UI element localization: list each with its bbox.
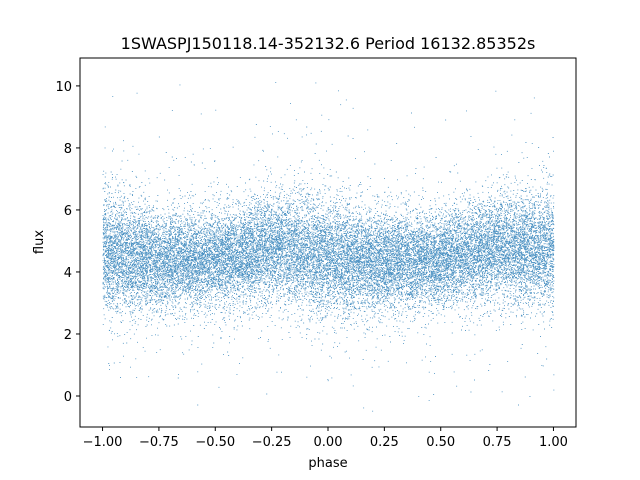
y-tick-label: 8 bbox=[64, 142, 72, 157]
chart-title: 1SWASPJ150118.14-352132.6 Period 16132.8… bbox=[121, 34, 536, 53]
y-tick-label: 2 bbox=[64, 328, 72, 343]
y-tick-label: 4 bbox=[64, 266, 72, 281]
x-tick-label: 0.50 bbox=[426, 435, 455, 450]
y-axis-ticks: 0 2 4 6 8 10 bbox=[55, 80, 80, 405]
x-axis-ticks: −1.00 −0.75 −0.50 −0.25 0.00 0.25 0.50 0.75 1.00 bbox=[83, 427, 568, 450]
x-axis-label: phase bbox=[308, 456, 347, 471]
x-tick-label: 0.75 bbox=[483, 435, 512, 450]
y-tick-label: 6 bbox=[64, 204, 72, 219]
x-tick-label: 0.00 bbox=[314, 435, 343, 450]
x-tick-label: 1.00 bbox=[539, 435, 568, 450]
scatter-points bbox=[102, 82, 555, 412]
plot-frame bbox=[79, 57, 577, 428]
y-tick-label: 10 bbox=[55, 80, 72, 95]
x-tick-label: −0.25 bbox=[252, 435, 292, 450]
y-tick-label: 0 bbox=[64, 390, 72, 405]
x-tick-label: 0.25 bbox=[370, 435, 399, 450]
y-axis-label: flux bbox=[32, 230, 47, 254]
x-tick-label: −0.50 bbox=[195, 435, 235, 450]
x-tick-label: −1.00 bbox=[83, 435, 123, 450]
data-points bbox=[102, 82, 555, 412]
x-tick-label: −0.75 bbox=[139, 435, 179, 450]
